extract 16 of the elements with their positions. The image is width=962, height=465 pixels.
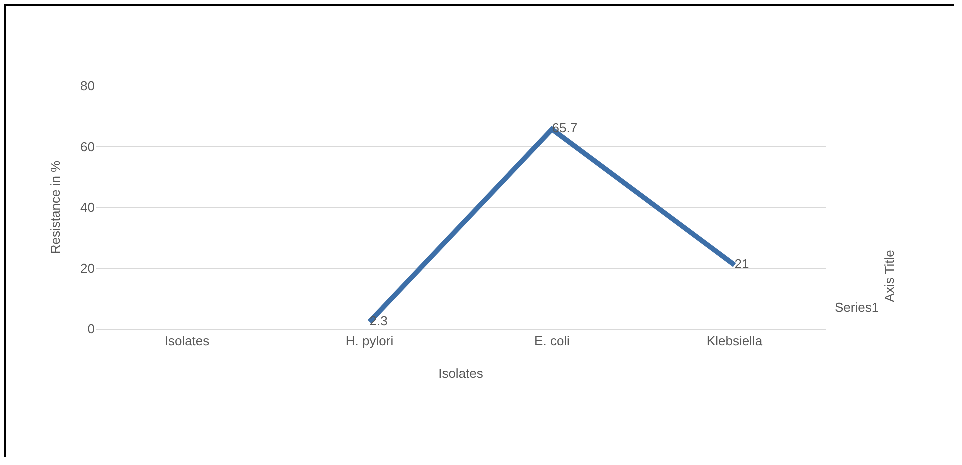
text: Axis Title <box>882 250 897 302</box>
y-tick-label: 80 <box>80 78 95 94</box>
data-label: 21 <box>734 256 750 272</box>
y-tick-label: 40 <box>80 200 95 216</box>
x-tick-label: Klebsiella <box>706 334 764 349</box>
y-tick-label: 20 <box>80 260 95 276</box>
y-tick-label: 60 <box>80 139 95 154</box>
x-tick-label: E. coli <box>534 334 570 349</box>
data-label: 2.3 <box>370 313 388 328</box>
x-tick-label: Isolates <box>164 334 210 349</box>
x-axis-title: Isolates <box>438 366 484 381</box>
x-tick-label: H. pylori <box>346 334 394 349</box>
data-label: 65.7 <box>552 120 578 136</box>
y-axis-title: Resistance in % <box>48 160 63 254</box>
text: Series1 <box>835 300 880 315</box>
y-tick-label: 0 <box>88 322 95 337</box>
